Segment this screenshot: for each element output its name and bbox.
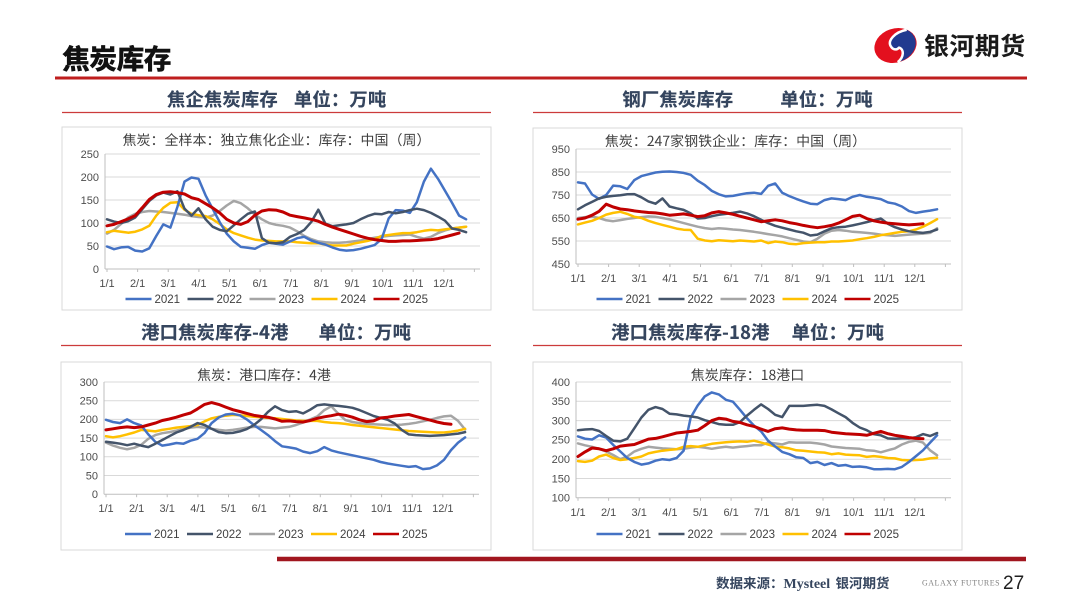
svg-text:850: 850 (552, 167, 570, 179)
svg-text:550: 550 (552, 236, 570, 248)
svg-text:9/1: 9/1 (815, 507, 830, 519)
svg-text:400: 400 (552, 377, 570, 389)
svg-text:200: 200 (552, 454, 570, 466)
svg-text:650: 650 (552, 213, 570, 225)
svg-text:GALAXY FUTURES: GALAXY FUTURES (922, 579, 1000, 588)
svg-text:1/1: 1/1 (570, 273, 585, 285)
svg-text:2022: 2022 (217, 294, 243, 306)
svg-text:8/1: 8/1 (313, 503, 328, 515)
svg-text:10/1: 10/1 (371, 503, 392, 515)
svg-text:200: 200 (81, 172, 99, 184)
svg-text:5/1: 5/1 (693, 273, 708, 285)
svg-text:2022: 2022 (688, 529, 714, 541)
svg-text:9/1: 9/1 (344, 278, 359, 290)
svg-text:0: 0 (92, 489, 98, 501)
svg-text:5/1: 5/1 (222, 278, 237, 290)
svg-text:5/1: 5/1 (693, 507, 708, 519)
svg-text:10/1: 10/1 (372, 278, 393, 290)
svg-text:950: 950 (552, 144, 570, 156)
svg-text:300: 300 (80, 377, 98, 389)
svg-text:9/1: 9/1 (343, 503, 358, 515)
svg-text:2023: 2023 (278, 529, 304, 541)
svg-text:2025: 2025 (874, 529, 900, 541)
svg-text:8/1: 8/1 (314, 278, 329, 290)
svg-text:7/1: 7/1 (754, 273, 769, 285)
svg-text:3/1: 3/1 (632, 273, 647, 285)
svg-text:1/1: 1/1 (99, 278, 114, 290)
svg-text:2024: 2024 (812, 294, 838, 306)
svg-text:50: 50 (87, 241, 99, 253)
svg-text:2022: 2022 (216, 529, 242, 541)
svg-text:2021: 2021 (155, 294, 181, 306)
svg-text:2/1: 2/1 (601, 273, 616, 285)
svg-text:2021: 2021 (626, 529, 652, 541)
svg-text:100: 100 (81, 218, 99, 230)
svg-text:7/1: 7/1 (282, 503, 297, 515)
svg-text:0: 0 (93, 264, 99, 276)
svg-text:2/1: 2/1 (601, 507, 616, 519)
svg-text:11/1: 11/1 (874, 507, 895, 519)
svg-text:12/1: 12/1 (904, 273, 925, 285)
svg-text:27: 27 (1003, 573, 1024, 594)
svg-text:50: 50 (86, 470, 98, 482)
svg-text:4/1: 4/1 (191, 278, 206, 290)
svg-text:6/1: 6/1 (723, 273, 738, 285)
svg-text:6/1: 6/1 (251, 503, 266, 515)
svg-text:6/1: 6/1 (723, 507, 738, 519)
svg-text:2022: 2022 (688, 294, 714, 306)
svg-text:2023: 2023 (750, 294, 776, 306)
svg-text:350: 350 (552, 396, 570, 408)
svg-text:2/1: 2/1 (130, 278, 145, 290)
svg-text:10/1: 10/1 (843, 507, 864, 519)
svg-text:100: 100 (80, 452, 98, 464)
svg-text:3/1: 3/1 (160, 503, 175, 515)
svg-text:12/1: 12/1 (904, 507, 925, 519)
svg-text:450: 450 (552, 259, 570, 271)
svg-text:11/1: 11/1 (874, 273, 895, 285)
svg-text:3/1: 3/1 (632, 507, 647, 519)
svg-text:250: 250 (80, 396, 98, 408)
svg-text:2024: 2024 (341, 294, 367, 306)
svg-text:8/1: 8/1 (785, 507, 800, 519)
svg-text:2025: 2025 (874, 294, 900, 306)
svg-text:200: 200 (80, 414, 98, 426)
svg-text:11/1: 11/1 (402, 503, 423, 515)
svg-text:250: 250 (81, 149, 99, 161)
svg-text:4/1: 4/1 (662, 273, 677, 285)
svg-text:2023: 2023 (750, 529, 776, 541)
svg-text:150: 150 (80, 433, 98, 445)
svg-text:2024: 2024 (340, 529, 366, 541)
svg-text:8/1: 8/1 (785, 273, 800, 285)
svg-text:2025: 2025 (402, 529, 428, 541)
svg-text:750: 750 (552, 190, 570, 202)
svg-text:5/1: 5/1 (221, 503, 236, 515)
svg-text:6/1: 6/1 (252, 278, 267, 290)
svg-text:3/1: 3/1 (161, 278, 176, 290)
svg-text:12/1: 12/1 (433, 278, 454, 290)
svg-text:1/1: 1/1 (570, 507, 585, 519)
svg-text:2024: 2024 (812, 529, 838, 541)
svg-text:2/1: 2/1 (129, 503, 144, 515)
svg-text:Mysteel: Mysteel (784, 577, 831, 592)
svg-text:9/1: 9/1 (815, 273, 830, 285)
svg-text:10/1: 10/1 (843, 273, 864, 285)
svg-text:150: 150 (81, 195, 99, 207)
svg-text:2021: 2021 (154, 529, 180, 541)
svg-text:250: 250 (552, 435, 570, 447)
svg-text:4/1: 4/1 (662, 507, 677, 519)
svg-text:300: 300 (552, 415, 570, 427)
svg-text:7/1: 7/1 (754, 507, 769, 519)
svg-text:1/1: 1/1 (98, 503, 113, 515)
svg-text:2021: 2021 (626, 294, 652, 306)
svg-text:12/1: 12/1 (432, 503, 453, 515)
svg-text:2023: 2023 (279, 294, 305, 306)
svg-text:7/1: 7/1 (283, 278, 298, 290)
svg-text:150: 150 (552, 473, 570, 485)
svg-text:100: 100 (552, 493, 570, 505)
svg-text:2025: 2025 (403, 294, 429, 306)
svg-text:11/1: 11/1 (403, 278, 424, 290)
svg-text:4/1: 4/1 (190, 503, 205, 515)
